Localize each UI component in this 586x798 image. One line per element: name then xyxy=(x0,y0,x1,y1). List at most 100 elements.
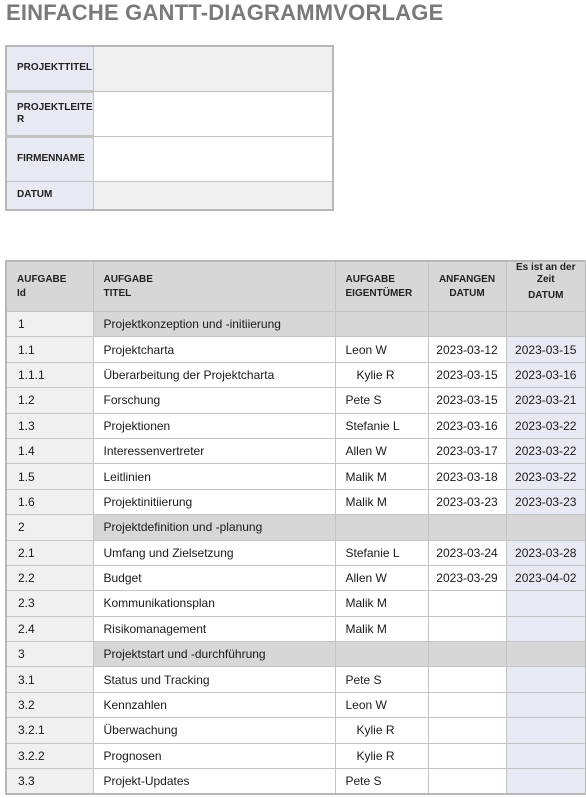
due-date-cell[interactable] xyxy=(505,590,586,617)
task-id-cell[interactable]: 2.3 xyxy=(5,590,94,617)
task-row[interactable]: 2.1 Umfang und Zielsetzung Stefanie L 2023-… xyxy=(5,539,586,566)
task-row[interactable]: 2.2 Budget Allen W 2023-03-29 2023-04-02 xyxy=(5,564,586,592)
task-id-cell[interactable]: 1.6 xyxy=(5,488,94,516)
task-row[interactable]: 3.2.1 Überwachung Kylie R xyxy=(5,717,586,744)
task-row[interactable]: 3.3 Projekt-Updates Pete S xyxy=(5,768,586,795)
task-id-cell[interactable]: 2.1 xyxy=(5,539,94,566)
project-title-field[interactable] xyxy=(93,45,334,92)
due-date-cell[interactable] xyxy=(505,310,586,338)
task-id-cell[interactable]: 1.5 xyxy=(5,463,94,490)
task-owner-cell[interactable]: Kylie R xyxy=(334,717,429,744)
task-id-cell[interactable]: 3.2.1 xyxy=(5,717,94,744)
task-owner-cell[interactable]: Allen W xyxy=(334,437,429,465)
task-title-cell[interactable]: Forschung xyxy=(92,387,336,414)
phase-row[interactable]: 3 Projektstart und -durchführung xyxy=(5,641,586,668)
due-date-cell[interactable] xyxy=(505,691,586,719)
start-date-cell[interactable] xyxy=(427,717,507,744)
start-date-cell[interactable] xyxy=(427,590,507,617)
task-row[interactable]: 1.4 Interessenvertreter Allen W 2023-03-17 2… xyxy=(5,437,586,465)
start-date-cell[interactable] xyxy=(427,666,507,693)
task-title-cell[interactable]: Überwachung xyxy=(92,717,336,744)
start-date-cell[interactable] xyxy=(427,742,507,770)
task-row[interactable]: 1.1 Projektcharta Leon W 2023-03-12 2023-03-… xyxy=(5,336,586,363)
task-owner-cell[interactable]: Kylie R xyxy=(334,361,429,389)
task-title-cell[interactable]: Projektinitiierung xyxy=(92,488,336,516)
task-title-cell[interactable]: Kommunikationsplan xyxy=(92,590,336,617)
task-owner-cell[interactable]: Malik M xyxy=(334,463,429,490)
start-date-cell[interactable]: 2023-03-18 xyxy=(427,463,507,490)
due-date-cell[interactable]: 2023-03-16 xyxy=(505,361,586,389)
task-owner-cell[interactable]: Leon W xyxy=(334,336,429,363)
start-date-cell[interactable] xyxy=(427,641,507,668)
task-owner-cell[interactable]: Pete S xyxy=(334,387,429,414)
task-owner-cell[interactable]: Stefanie L xyxy=(334,539,429,566)
start-date-cell[interactable]: 2023-03-16 xyxy=(427,412,507,439)
task-owner-cell[interactable]: Malik M xyxy=(334,590,429,617)
task-title-cell[interactable]: Projektkonzeption und -initiierung xyxy=(92,310,336,338)
task-title-cell[interactable]: Projektionen xyxy=(92,412,336,439)
task-row[interactable]: 1.3 Projektionen Stefanie L 2023-03-16 2023-… xyxy=(5,412,586,439)
task-title-cell[interactable]: Projektstart und -durchführung xyxy=(92,641,336,668)
task-owner-cell[interactable] xyxy=(334,514,429,541)
task-title-cell[interactable]: Leitlinien xyxy=(92,463,336,490)
date-field[interactable] xyxy=(93,180,334,211)
due-date-cell[interactable] xyxy=(505,768,586,795)
task-owner-cell[interactable]: Stefanie L xyxy=(334,412,429,439)
task-id-cell[interactable]: 1.1.1 xyxy=(5,361,94,389)
start-date-cell[interactable]: 2023-03-17 xyxy=(427,437,507,465)
phase-row[interactable]: 2 Projektdefinition und -planung xyxy=(5,514,586,541)
due-date-cell[interactable]: 2023-03-21 xyxy=(505,387,586,414)
task-owner-cell[interactable]: Leon W xyxy=(334,691,429,719)
start-date-cell[interactable]: 2023-03-15 xyxy=(427,387,507,414)
start-date-cell[interactable]: 2023-03-24 xyxy=(427,539,507,566)
start-date-cell[interactable] xyxy=(427,514,507,541)
task-owner-cell[interactable] xyxy=(334,641,429,668)
due-date-cell[interactable]: 2023-03-22 xyxy=(505,463,586,490)
task-id-cell[interactable]: 3 xyxy=(5,641,94,668)
project-lead-field[interactable] xyxy=(93,90,334,137)
task-id-cell[interactable]: 1.2 xyxy=(5,387,94,414)
start-date-cell[interactable] xyxy=(427,615,507,643)
task-owner-cell[interactable]: Pete S xyxy=(334,666,429,693)
task-row[interactable]: 2.3 Kommunikationsplan Malik M xyxy=(5,590,586,617)
task-owner-cell[interactable]: Pete S xyxy=(334,768,429,795)
due-date-cell[interactable] xyxy=(505,641,586,668)
due-date-cell[interactable] xyxy=(505,666,586,693)
task-owner-cell[interactable] xyxy=(334,310,429,338)
start-date-cell[interactable] xyxy=(427,310,507,338)
task-id-cell[interactable]: 3.2.2 xyxy=(5,742,94,770)
due-date-cell[interactable]: 2023-03-28 xyxy=(505,539,586,566)
task-row[interactable]: 1.1.1 Überarbeitung der Projektcharta Kyli… xyxy=(5,361,586,389)
task-id-cell[interactable]: 1.3 xyxy=(5,412,94,439)
task-id-cell[interactable]: 2 xyxy=(5,514,94,541)
task-title-cell[interactable]: Umfang und Zielsetzung xyxy=(92,539,336,566)
due-date-cell[interactable]: 2023-03-22 xyxy=(505,437,586,465)
task-id-cell[interactable]: 2.4 xyxy=(5,615,94,643)
task-row[interactable]: 1.6 Projektinitiierung Malik M 2023-03-23 20… xyxy=(5,488,586,516)
start-date-cell[interactable] xyxy=(427,691,507,719)
task-row[interactable]: 3.1 Status und Tracking Pete S xyxy=(5,666,586,693)
task-id-cell[interactable]: 1 xyxy=(5,310,94,338)
due-date-cell[interactable]: 2023-03-23 xyxy=(505,488,586,516)
task-id-cell[interactable]: 3.2 xyxy=(5,691,94,719)
task-id-cell[interactable]: 1.4 xyxy=(5,437,94,465)
task-id-cell[interactable]: 3.3 xyxy=(5,768,94,795)
task-title-cell[interactable]: Budget xyxy=(92,564,336,592)
task-title-cell[interactable]: Interessenvertreter xyxy=(92,437,336,465)
due-date-cell[interactable] xyxy=(505,742,586,770)
start-date-cell[interactable]: 2023-03-12 xyxy=(427,336,507,363)
task-row[interactable]: 1.2 Forschung Pete S 2023-03-15 2023-03-21 xyxy=(5,387,586,414)
due-date-cell[interactable] xyxy=(505,615,586,643)
task-row[interactable]: 1.5 Leitlinien Malik M 2023-03-18 2023-03-22 xyxy=(5,463,586,490)
task-owner-cell[interactable]: Kylie R xyxy=(334,742,429,770)
task-owner-cell[interactable]: Malik M xyxy=(334,615,429,643)
task-title-cell[interactable]: Kennzahlen xyxy=(92,691,336,719)
phase-row[interactable]: 1 Projektkonzeption und -initiierung xyxy=(5,310,586,338)
due-date-cell[interactable] xyxy=(505,717,586,744)
task-title-cell[interactable]: Projektcharta xyxy=(92,336,336,363)
task-id-cell[interactable]: 2.2 xyxy=(5,564,94,592)
task-title-cell[interactable]: Status und Tracking xyxy=(92,666,336,693)
task-owner-cell[interactable]: Malik M xyxy=(334,488,429,516)
task-row[interactable]: 2.4 Risikomanagement Malik M xyxy=(5,615,586,643)
task-row[interactable]: 3.2 Kennzahlen Leon W xyxy=(5,691,586,719)
